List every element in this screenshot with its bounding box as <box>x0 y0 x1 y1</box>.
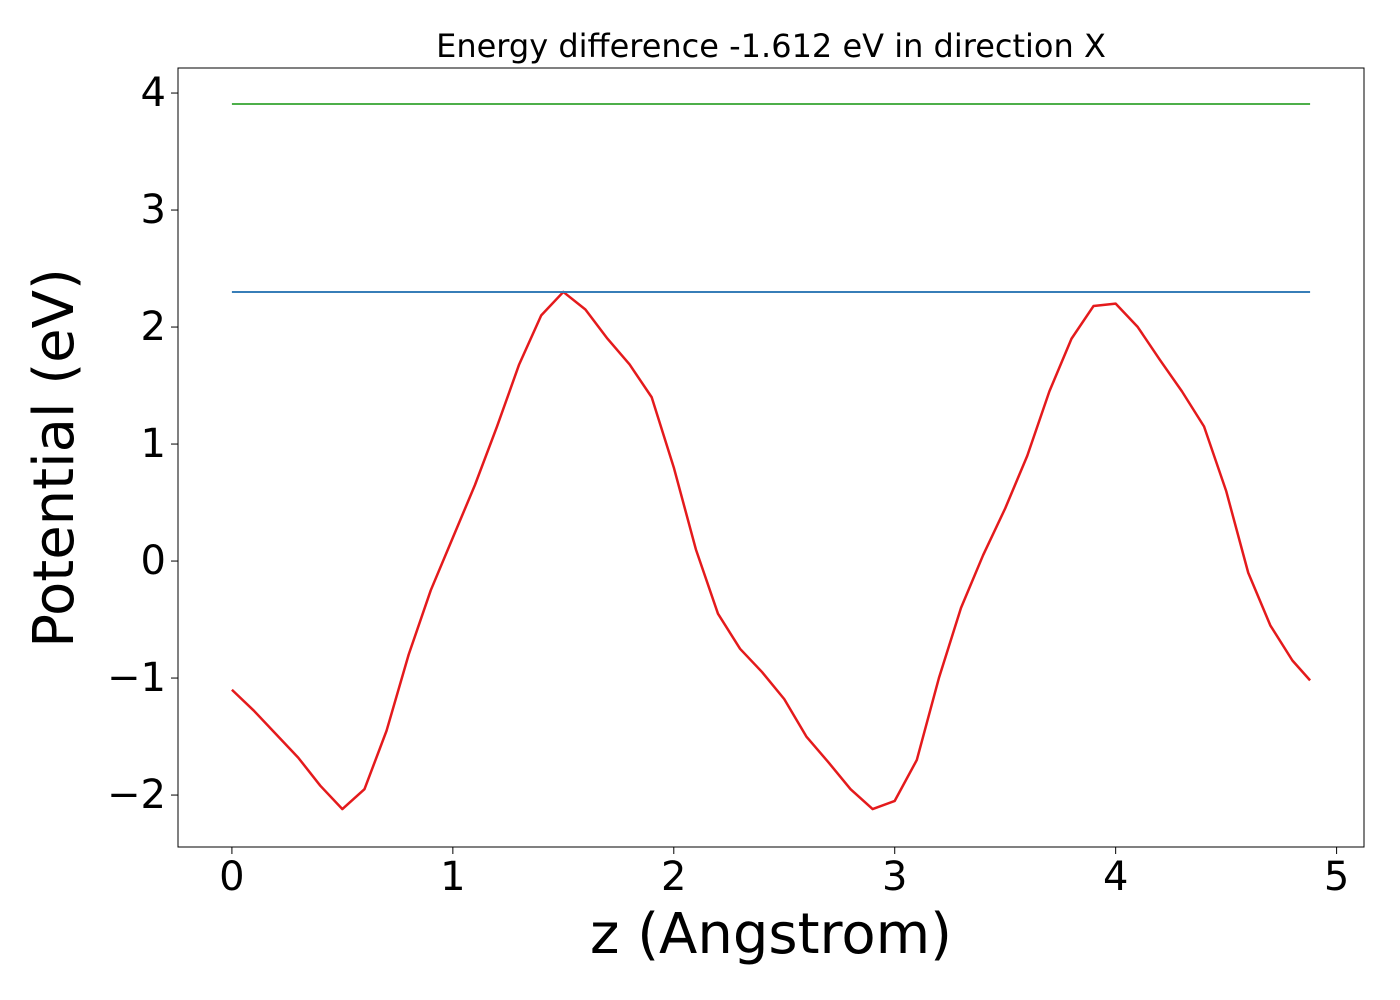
x-tick-label: 2 <box>661 854 686 900</box>
y-tick-label: 1 <box>141 421 166 467</box>
x-tick-label: 4 <box>1103 854 1128 900</box>
x-tick-label: 3 <box>882 854 907 900</box>
y-tick-label: 3 <box>141 187 166 233</box>
y-tick-label: −2 <box>107 772 166 818</box>
x-tick-label: 5 <box>1324 854 1349 900</box>
y-axis-label: Potential (eV) <box>22 268 87 648</box>
y-tick-label: 0 <box>141 538 166 584</box>
y-tick-label: 2 <box>141 304 166 350</box>
y-tick-label: 4 <box>141 70 166 116</box>
chart-title: Energy difference -1.612 eV in direction… <box>436 27 1106 65</box>
data-line <box>231 290 1312 811</box>
x-tick-label: 0 <box>219 854 244 900</box>
x-axis-label: z (Angstrom) <box>590 902 952 967</box>
plot-frame <box>177 67 1365 848</box>
x-tick-label: 1 <box>440 854 465 900</box>
y-tick-label: −1 <box>107 655 166 701</box>
